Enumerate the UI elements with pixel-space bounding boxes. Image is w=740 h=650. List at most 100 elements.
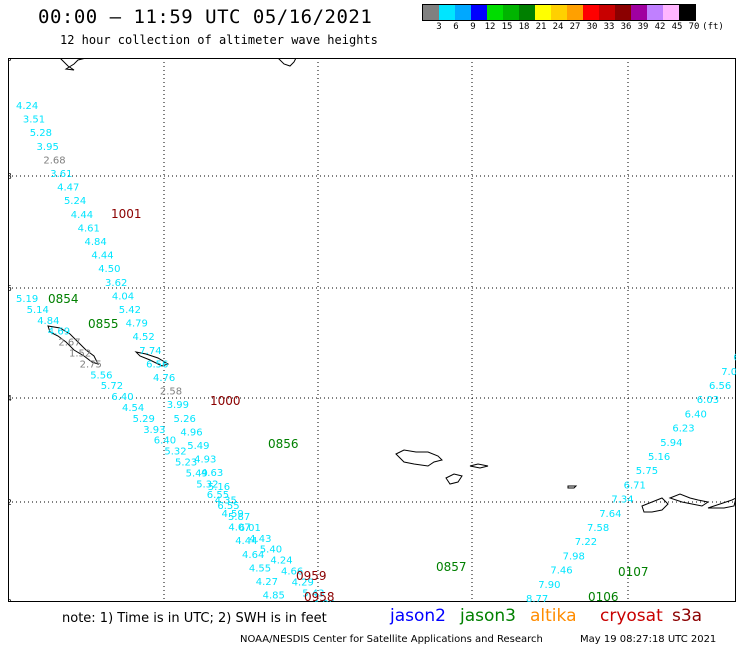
swh-value: 7.22 bbox=[575, 537, 597, 548]
swh-value: 5.94 bbox=[660, 438, 682, 449]
swh-value: 4.55 bbox=[249, 563, 271, 574]
swh-value: 4.63 bbox=[201, 468, 223, 479]
swh-value: 6.56 bbox=[146, 359, 168, 370]
swh-value: 3.61 bbox=[50, 169, 72, 180]
swh-value: 4.95 bbox=[313, 599, 335, 602]
pass-time-label: 0106 bbox=[588, 590, 619, 602]
pass-time-label: 0854 bbox=[48, 292, 79, 306]
legend-tick-label: 18 bbox=[518, 22, 530, 32]
rat-islands bbox=[668, 493, 710, 507]
swh-value: 5.14 bbox=[27, 305, 49, 316]
wave-height-map: 605856545250165168171174177 4.243.515.28… bbox=[8, 58, 736, 602]
legend-swatch bbox=[567, 5, 583, 20]
units-note: note: 1) Time is in UTC; 2) SWH is in fe… bbox=[62, 611, 327, 626]
swh-value: 4.35 bbox=[215, 495, 237, 506]
pass-time-label: 0856 bbox=[268, 437, 299, 451]
axis-labels: 605856545250165168171174177 bbox=[8, 58, 12, 602]
swh-value: 4.43 bbox=[249, 534, 271, 545]
swh-value: 5.87 bbox=[228, 512, 250, 523]
legend-swatch bbox=[439, 5, 455, 20]
swh-value: 4.07 bbox=[228, 523, 250, 534]
legend-jason3: jason3 bbox=[460, 606, 516, 626]
swh-tracks: 4.24 3.51 5.28 3.95 2.68 3.61 4.47 5.24 4.44 4.61… bbox=[16, 101, 736, 602]
swh-value: 4.93 bbox=[194, 455, 216, 466]
swh-value: 6.40 bbox=[111, 392, 133, 403]
swh-value: 7.74 bbox=[139, 346, 161, 357]
swh-value: 5.24 bbox=[64, 196, 86, 207]
legend-tick-label: 3 bbox=[436, 22, 442, 32]
legend-tick-label: 15 bbox=[501, 22, 513, 32]
swh-value: 7.98 bbox=[563, 551, 585, 562]
coastlines bbox=[47, 58, 736, 513]
attu-island bbox=[395, 449, 443, 467]
swh-value: 4.44 bbox=[71, 210, 93, 221]
swh-value: 7.90 bbox=[538, 580, 560, 591]
lat-label: 54 bbox=[8, 394, 12, 403]
amchitka-island bbox=[707, 497, 736, 509]
swh-value: 5.16 bbox=[208, 482, 230, 493]
swh-value: 4.54 bbox=[122, 403, 144, 414]
swh-value: 5.16 bbox=[648, 452, 670, 463]
pass-time-label: 1001 bbox=[111, 207, 142, 221]
page-title: 00:00 — 11:59 UTC 05/16/2021 bbox=[38, 6, 373, 28]
swh-value: 4.96 bbox=[180, 427, 202, 438]
legend-swatch bbox=[615, 5, 631, 20]
swh-value: 5.75 bbox=[636, 466, 658, 477]
swh-value: 7.46 bbox=[550, 566, 572, 577]
pass-time-label: 0107 bbox=[618, 565, 649, 579]
swh-value: 5.26 bbox=[174, 414, 196, 425]
swh-value: 4.79 bbox=[126, 319, 148, 330]
legend-tick-label: 36 bbox=[620, 22, 632, 32]
swh-value: 3.62 bbox=[105, 278, 127, 289]
legend-swatch bbox=[631, 5, 647, 20]
legend-swatch bbox=[647, 5, 663, 20]
legend-ticks: 3 6 9 12 15 18 21 24 27 30 33 36 39 42 45 70 (ft) bbox=[422, 22, 740, 34]
pass-time-label: 0959 bbox=[296, 569, 327, 583]
swh-value: 6.55 bbox=[207, 490, 229, 501]
legend-cryosat: cryosat bbox=[600, 606, 663, 626]
lat-label: 52 bbox=[8, 498, 12, 507]
swh-value: 7.58 bbox=[587, 523, 609, 534]
generated-timestamp: May 19 08:27:18 UTC 2021 bbox=[580, 634, 717, 645]
swh-value: 4.84 bbox=[37, 316, 59, 327]
swh-value: 5.49 bbox=[186, 468, 208, 479]
swh-value: 4.52 bbox=[132, 332, 154, 343]
legend-tick-label: 12 bbox=[484, 22, 496, 32]
swh-value: 6.40 bbox=[154, 436, 176, 447]
legend-tick-label: 39 bbox=[637, 22, 649, 32]
legend-tick-label: 30 bbox=[586, 22, 598, 32]
pass-time-label: 0857 bbox=[436, 560, 467, 574]
kamchatka-coast bbox=[277, 58, 297, 67]
swh-value: 5.42 bbox=[119, 305, 141, 316]
swh-value: 2.67 bbox=[58, 338, 80, 349]
legend-tick-label: 24 bbox=[552, 22, 564, 32]
legend-swatch bbox=[471, 5, 487, 20]
legend-swatch bbox=[455, 5, 471, 20]
swh-value: 3.95 bbox=[37, 142, 59, 153]
lat-label: 56 bbox=[8, 284, 12, 293]
swh-value: 8.77 bbox=[526, 594, 548, 602]
swh-value: 6.23 bbox=[672, 424, 694, 435]
swh-value: 7.34 bbox=[611, 495, 633, 506]
legend-swatch bbox=[503, 5, 519, 20]
legend-tick-label: 33 bbox=[603, 22, 615, 32]
legend-s3a: s3a bbox=[672, 606, 703, 626]
bering-island bbox=[47, 325, 99, 365]
swh-value: 5.32 bbox=[196, 479, 218, 490]
legend-swatch bbox=[519, 5, 535, 20]
map-frame bbox=[8, 58, 736, 602]
pass-time-label: 1000 bbox=[210, 394, 241, 408]
legend-unit: (ft) bbox=[702, 22, 724, 32]
pass-time-label: 0855 bbox=[88, 317, 119, 331]
swh-value: 5.56 bbox=[90, 370, 112, 381]
legend-swatch bbox=[535, 5, 551, 20]
swh-value: 4.84 bbox=[85, 237, 107, 248]
swh-value: 6.01 bbox=[239, 523, 261, 534]
page-subtitle: 12 hour collection of altimeter wave hei… bbox=[60, 33, 378, 47]
swh-value: 4.66 bbox=[281, 567, 303, 578]
kamchatka-coast bbox=[59, 58, 87, 71]
swh-value: 5.23 bbox=[175, 458, 197, 469]
swh-value: 5.32 bbox=[164, 447, 186, 458]
swh-value: 4.76 bbox=[153, 373, 175, 384]
swh-value: 4.61 bbox=[78, 223, 100, 234]
